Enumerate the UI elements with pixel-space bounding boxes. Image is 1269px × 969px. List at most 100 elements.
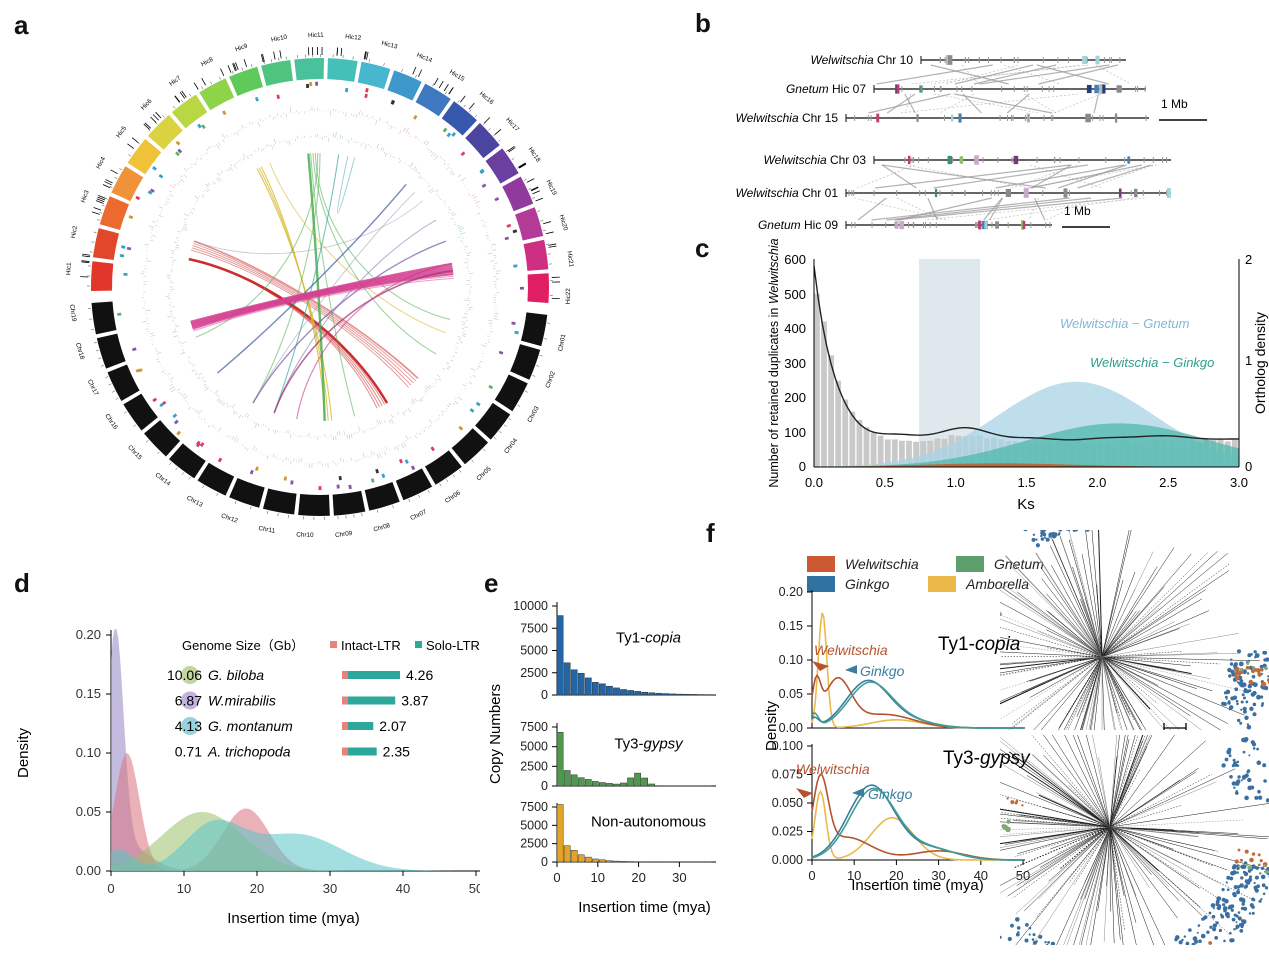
svg-text:Amborella: Amborella [965, 576, 1029, 592]
svg-text:Ginkgo: Ginkgo [845, 576, 890, 592]
svg-text:Ginkgo: Ginkgo [860, 663, 905, 679]
svg-text:200: 200 [784, 390, 806, 405]
svg-text:Chr15: Chr15 [126, 444, 143, 462]
svg-text:0: 0 [553, 870, 560, 885]
svg-text:Welwitschia: Welwitschia [796, 761, 870, 777]
svg-text:Hic6: Hic6 [140, 97, 154, 111]
svg-text:Hic2: Hic2 [70, 225, 79, 239]
svg-text:0.025: 0.025 [772, 825, 803, 839]
svg-text:5000: 5000 [520, 740, 548, 754]
svg-text:400: 400 [784, 321, 806, 336]
svg-text:A. trichopoda: A. trichopoda [207, 744, 291, 760]
svg-text:0: 0 [808, 868, 815, 883]
svg-text:Hic1: Hic1 [65, 262, 73, 275]
svg-text:0.10: 0.10 [779, 653, 803, 667]
svg-text:Chr08: Chr08 [373, 522, 392, 534]
svg-text:Welwitschia − Gnetum: Welwitschia − Gnetum [1060, 316, 1190, 331]
svg-text:Non-autonomous: Non-autonomous [591, 814, 706, 831]
svg-text:Welwitschia Chr 03: Welwitschia Chr 03 [764, 153, 867, 167]
svg-text:Hic12: Hic12 [345, 33, 362, 42]
svg-text:Chr11: Chr11 [258, 525, 276, 535]
svg-text:Ks: Ks [1017, 496, 1035, 513]
svg-text:0: 0 [1245, 459, 1252, 474]
svg-text:Welwitschia Chr 10: Welwitschia Chr 10 [811, 53, 914, 67]
svg-text:30: 30 [672, 870, 686, 885]
svg-text:Density: Density [15, 727, 32, 778]
svg-text:Intact-LTR: Intact-LTR [341, 638, 401, 653]
svg-text:1.5: 1.5 [1017, 475, 1035, 490]
svg-text:Welwitschia Chr 15: Welwitschia Chr 15 [736, 111, 839, 125]
svg-text:0.00: 0.00 [76, 863, 101, 878]
svg-text:Gnetum: Gnetum [994, 556, 1044, 572]
svg-text:Genome Size（Gb）: Genome Size（Gb） [182, 638, 304, 653]
svg-text:30: 30 [323, 881, 337, 896]
svg-text:Hic3: Hic3 [80, 189, 91, 204]
svg-text:300: 300 [784, 356, 806, 371]
svg-text:Ty1-copia: Ty1-copia [938, 634, 1020, 655]
svg-text:4.26: 4.26 [406, 667, 433, 683]
svg-text:0.20: 0.20 [779, 585, 803, 599]
svg-text:Chr03: Chr03 [526, 405, 541, 424]
svg-text:0.10: 0.10 [76, 745, 101, 760]
svg-text:10: 10 [177, 881, 191, 896]
svg-text:Hic5: Hic5 [115, 125, 128, 140]
svg-text:6.87: 6.87 [175, 693, 202, 709]
svg-text:Ortholog density: Ortholog density [1252, 312, 1268, 414]
svg-text:Ginkgo: Ginkgo [868, 786, 913, 802]
svg-text:Chr05: Chr05 [475, 465, 493, 482]
svg-text:G. montanum: G. montanum [208, 718, 293, 734]
svg-text:Chr12: Chr12 [220, 512, 239, 524]
svg-text:2.0: 2.0 [1088, 475, 1106, 490]
svg-text:5000: 5000 [520, 644, 548, 658]
svg-text:20: 20 [250, 881, 264, 896]
svg-text:500: 500 [784, 287, 806, 302]
svg-text:1.0: 1.0 [947, 475, 965, 490]
svg-text:0: 0 [541, 855, 548, 869]
svg-text:7500: 7500 [520, 621, 548, 635]
svg-text:Hic19: Hic19 [545, 179, 558, 197]
svg-text:Hic18: Hic18 [527, 146, 542, 164]
svg-text:1 Mb: 1 Mb [1161, 97, 1188, 111]
svg-text:2.07: 2.07 [379, 718, 406, 734]
svg-text:Chr01: Chr01 [557, 333, 567, 352]
svg-text:50: 50 [1016, 868, 1030, 883]
svg-text:Chr16: Chr16 [103, 413, 119, 431]
svg-text:0.05: 0.05 [76, 804, 101, 819]
svg-text:Ty3-gypsy: Ty3-gypsy [614, 736, 684, 753]
svg-text:0.050: 0.050 [772, 796, 803, 810]
svg-text:600: 600 [784, 252, 806, 267]
svg-text:Hic17: Hic17 [504, 116, 520, 133]
svg-text:Copy Numbers: Copy Numbers [487, 684, 504, 784]
svg-text:Hic7: Hic7 [168, 74, 183, 87]
svg-text:Density: Density [763, 700, 780, 751]
svg-text:Ty3-gypsy: Ty3-gypsy [943, 748, 1031, 769]
svg-text:Welwitschia − Ginkgo: Welwitschia − Ginkgo [1090, 355, 1214, 370]
svg-text:0.000: 0.000 [772, 853, 803, 867]
svg-text:Chr18: Chr18 [74, 342, 86, 361]
svg-text:Welwitschia: Welwitschia [845, 556, 919, 572]
svg-text:0.05: 0.05 [779, 687, 803, 701]
svg-text:0.15: 0.15 [76, 686, 101, 701]
svg-text:40: 40 [396, 881, 410, 896]
svg-text:Hic11: Hic11 [308, 32, 324, 40]
svg-text:4.13: 4.13 [175, 718, 202, 734]
svg-text:10.06: 10.06 [167, 667, 202, 683]
svg-text:Hic10: Hic10 [271, 34, 289, 44]
svg-text:Hic22: Hic22 [565, 288, 572, 305]
svg-text:0: 0 [107, 881, 114, 896]
svg-text:Chr09: Chr09 [335, 530, 353, 539]
svg-text:20: 20 [631, 870, 645, 885]
svg-text:Chr06: Chr06 [444, 489, 463, 505]
svg-text:0: 0 [541, 688, 548, 702]
svg-text:0.71: 0.71 [175, 744, 202, 760]
svg-text:Hic4: Hic4 [95, 155, 107, 170]
svg-text:3.0: 3.0 [1230, 475, 1248, 490]
svg-text:2500: 2500 [520, 759, 548, 773]
svg-text:Solo-LTR: Solo-LTR [426, 638, 480, 653]
svg-text:Hic16: Hic16 [478, 90, 495, 106]
svg-text:7500: 7500 [520, 800, 548, 814]
svg-text:2500: 2500 [520, 666, 548, 680]
svg-text:Chr14: Chr14 [154, 472, 172, 488]
svg-text:Chr04: Chr04 [503, 437, 519, 455]
svg-text:0.00: 0.00 [779, 721, 803, 735]
